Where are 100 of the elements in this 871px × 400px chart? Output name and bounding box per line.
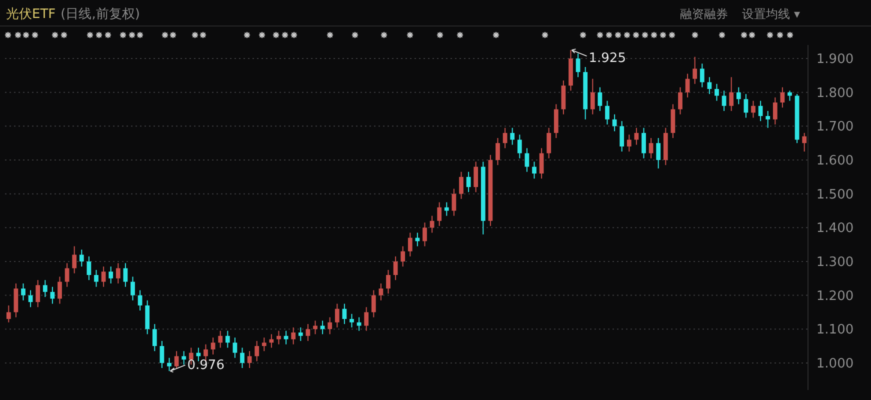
candlestick	[6, 304, 11, 323]
candlestick	[780, 86, 785, 108]
candlestick	[772, 96, 778, 125]
text: 设置均线 ▾	[742, 7, 800, 21]
candlestick	[496, 138, 500, 166]
candlestick	[444, 202, 449, 216]
candlestick	[210, 337, 216, 355]
y-tick-label: 1.400	[816, 221, 854, 236]
candlestick	[758, 100, 763, 122]
candlestick	[254, 340, 260, 362]
candlestick	[598, 86, 602, 112]
y-tick-label: 1.300	[816, 254, 854, 270]
y-tick-label: 1.700	[816, 120, 854, 135]
candlestick	[306, 324, 310, 342]
candlestick	[79, 249, 84, 268]
candlestick	[546, 127, 552, 159]
candlestick	[364, 306, 369, 332]
candlestick	[240, 347, 244, 369]
candlestick	[64, 262, 70, 288]
candlestick	[554, 104, 558, 139]
candlestick	[276, 330, 281, 345]
candlestick	[152, 324, 157, 352]
candlestick	[247, 350, 252, 369]
candlestick	[116, 262, 120, 284]
candlestick	[656, 138, 661, 169]
candlestick	[744, 94, 748, 118]
candlestick	[393, 256, 398, 281]
candlestick	[576, 52, 580, 78]
candlestick	[145, 300, 150, 335]
candlestick	[108, 266, 114, 284]
candlestick	[678, 86, 682, 115]
candlestick	[590, 78, 595, 115]
candlestick	[123, 262, 128, 288]
candlestick	[320, 320, 325, 335]
candlestick	[502, 127, 508, 149]
candlestick	[766, 110, 770, 128]
y-tick-label: 1.500	[816, 187, 854, 202]
candlestick	[642, 127, 646, 159]
candlestick	[736, 86, 741, 105]
candlestick	[130, 276, 135, 301]
candlestick	[262, 337, 266, 352]
candlestick	[510, 127, 515, 146]
candlestick	[378, 282, 384, 301]
candlestick	[14, 282, 18, 318]
candlestick	[328, 316, 332, 335]
candlestick	[474, 161, 478, 193]
candlestick	[648, 138, 654, 159]
candlestick	[334, 303, 340, 328]
y-tick-label: 1.100	[816, 322, 854, 338]
candlestick	[788, 90, 792, 102]
candlestick	[400, 246, 406, 268]
y-tick-label: 1.800	[816, 86, 854, 101]
text: 融资融券	[680, 7, 728, 21]
candlestick	[86, 256, 92, 281]
candlestick	[729, 76, 734, 112]
candlestick	[532, 161, 536, 180]
y-tick-label: 1.600	[816, 154, 854, 168]
candlestick	[284, 330, 288, 345]
candlestick	[700, 63, 704, 88]
candlestick	[225, 330, 230, 348]
candlestick	[350, 313, 354, 328]
candlestick	[138, 290, 142, 312]
candlestick	[751, 100, 756, 118]
candlestick	[437, 202, 442, 226]
candlestick	[58, 276, 62, 304]
candlestick	[620, 120, 624, 152]
candlestick	[291, 326, 296, 345]
candlestick	[174, 350, 179, 369]
candlestick	[167, 357, 172, 372]
candlestick	[386, 269, 390, 294]
candlestick	[42, 280, 48, 298]
candlestick	[371, 290, 376, 318]
candlestick	[626, 134, 632, 152]
y-tick-label: 1.200	[816, 288, 854, 304]
candlestick	[72, 246, 77, 274]
candlestick	[714, 83, 719, 102]
candlestick	[422, 222, 427, 247]
candlestick	[605, 100, 610, 125]
candlestick	[182, 350, 186, 366]
candlestick	[685, 73, 690, 98]
candlestick	[517, 134, 522, 159]
candlestick	[802, 132, 807, 152]
candlestick	[218, 330, 223, 348]
candlestick	[408, 232, 412, 257]
candlestick	[670, 104, 676, 139]
candlestick	[561, 80, 566, 115]
chart-title: 光伏ETF	[6, 7, 56, 22]
candlestick	[459, 171, 464, 200]
candlestick	[722, 90, 726, 112]
candlestick	[524, 148, 530, 172]
candlestick	[36, 280, 40, 308]
candlestick	[313, 320, 318, 335]
y-tick-label: 1.000	[816, 356, 854, 372]
candlestick	[466, 171, 471, 193]
chart-subtitle: (日线,前复权)	[60, 7, 140, 22]
candlestick	[21, 282, 26, 301]
candlestick	[692, 56, 698, 84]
annotation: 1.925	[588, 51, 626, 66]
candlestick	[94, 269, 98, 288]
candlestick	[160, 340, 164, 369]
